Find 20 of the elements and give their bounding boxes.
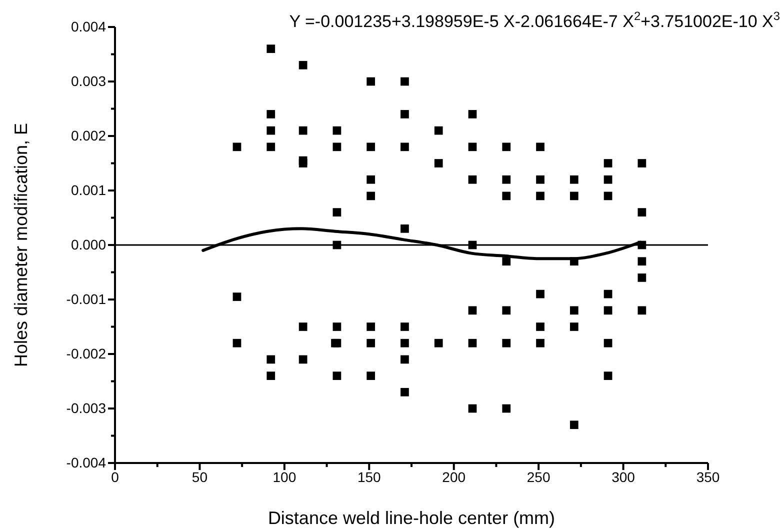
x-tick-label: 200: [442, 468, 466, 485]
x-axis-title: Distance weld line-hole center (mm): [268, 508, 556, 528]
y-tick-label: 0.001: [70, 182, 106, 198]
y-tick-label: -0.001: [66, 290, 106, 307]
x-tick-label: 250: [526, 468, 550, 485]
x-tick-label: 350: [696, 468, 720, 485]
x-tick-label: 100: [272, 468, 296, 485]
x-tick-label: 0: [111, 468, 120, 485]
y-tick-label: 0.000: [70, 236, 106, 252]
y-axis-title: Holes diameter modification, E: [11, 122, 31, 368]
y-tick-label: 0.004: [70, 18, 106, 34]
y-tick-label: 0.003: [70, 72, 106, 89]
y-tick-label: -0.002: [66, 345, 106, 362]
annotation: Y =-0.001235+3.198959E-5 X-2.061664E-7 X$^{2}$+3.751002E-10 X$^{3}$: [289, 9, 780, 31]
x-tick-label: 300: [612, 468, 636, 485]
y-tick-label: 0.002: [70, 127, 106, 144]
x-tick-label: 50: [192, 468, 208, 485]
x-tick-label: 150: [357, 468, 382, 485]
y-tick-label: -0.003: [66, 400, 106, 416]
y-tick-label: -0.004: [66, 454, 106, 470]
